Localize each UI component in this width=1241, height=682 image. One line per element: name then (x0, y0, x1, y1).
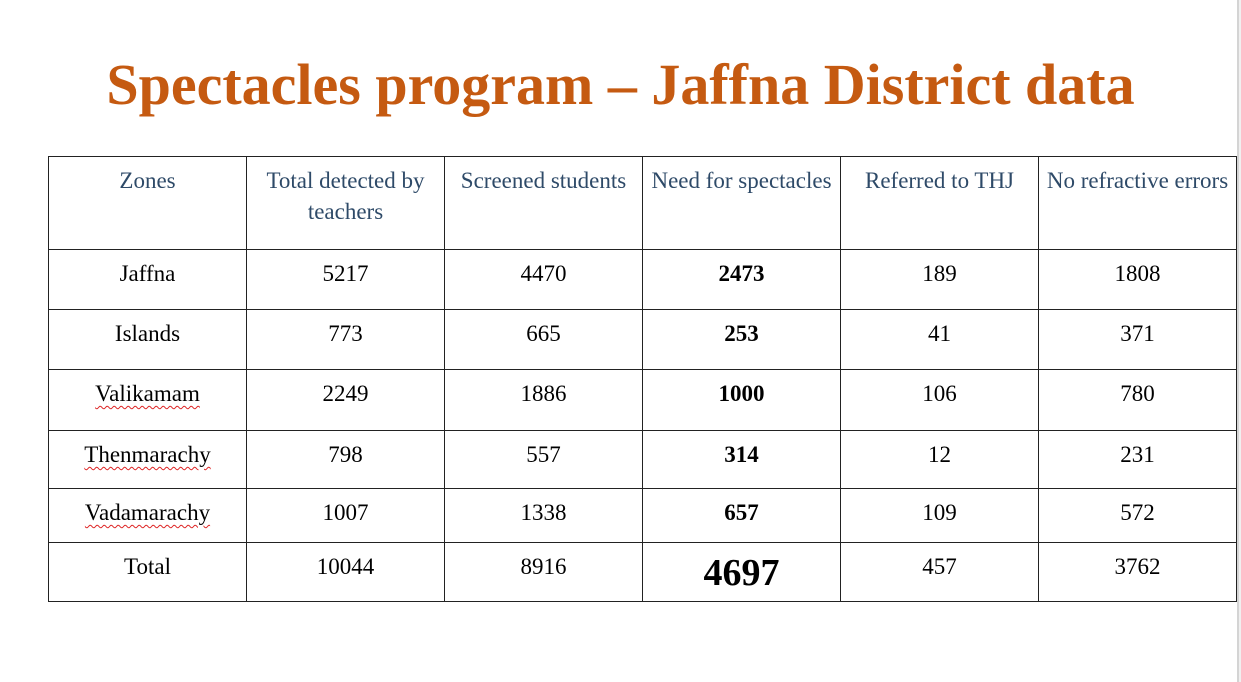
total-need-spectacles: 4697 (642, 542, 841, 602)
cell: 189 (840, 249, 1039, 310)
cell: 3762 (1038, 542, 1237, 602)
cell: 5217 (246, 249, 445, 310)
cell: 231 (1038, 430, 1237, 489)
table-row: Islands 773 665 253 41 371 (48, 309, 1237, 370)
cell: 109 (840, 488, 1039, 543)
window-edge (1237, 0, 1239, 682)
cell: 798 (246, 430, 445, 489)
zone-cell: Thenmarachy (48, 430, 247, 489)
cell: 314 (642, 430, 841, 489)
zone-cell: Islands (48, 309, 247, 370)
header-need-spectacles: Need for spectacles (642, 156, 841, 250)
header-zones: Zones (48, 156, 247, 250)
zone-cell: Vadamarachy (48, 488, 247, 543)
cell: 1886 (444, 369, 643, 431)
cell: 773 (246, 309, 445, 370)
zone-name: Vadamarachy (84, 500, 211, 525)
table-row: Thenmarachy 798 557 314 12 231 (48, 430, 1237, 489)
zone-name: Valikamam (95, 381, 200, 406)
cell: 1007 (246, 488, 445, 543)
table-total-row: Total 10044 8916 4697 457 3762 (48, 542, 1237, 602)
cell: 4470 (444, 249, 643, 310)
table-row: Vadamarachy 1007 1338 657 109 572 (48, 488, 1237, 543)
cell: 657 (642, 488, 841, 543)
cell: 1808 (1038, 249, 1237, 310)
cell: 10044 (246, 542, 445, 602)
table-header-row: Zones Total detected by teachers Screene… (48, 156, 1237, 250)
header-referred: Referred to THJ (840, 156, 1039, 250)
slide-title: Spectacles program – Jaffna District dat… (106, 52, 1135, 117)
zone-cell: Valikamam (48, 369, 247, 431)
zones-data-table: Zones Total detected by teachers Screene… (48, 156, 1237, 602)
zone-cell: Jaffna (48, 249, 247, 310)
cell: 2249 (246, 369, 445, 431)
header-no-refractive: No refractive errors (1038, 156, 1237, 250)
cell: 1000 (642, 369, 841, 431)
cell: 1338 (444, 488, 643, 543)
cell: 12 (840, 430, 1039, 489)
table-row: Jaffna 5217 4470 2473 189 1808 (48, 249, 1237, 310)
cell: 780 (1038, 369, 1237, 431)
cell: 2473 (642, 249, 841, 310)
table-row: Valikamam 2249 1886 1000 106 780 (48, 369, 1237, 431)
cell: 8916 (444, 542, 643, 602)
cell: 572 (1038, 488, 1237, 543)
cell: 253 (642, 309, 841, 370)
cell: 457 (840, 542, 1039, 602)
zone-name: Thenmarachy (84, 442, 211, 467)
cell: 665 (444, 309, 643, 370)
cell: 371 (1038, 309, 1237, 370)
cell: 106 (840, 369, 1039, 431)
zone-cell: Total (48, 542, 247, 602)
scrollbar-track[interactable] (1239, 0, 1241, 682)
cell: 557 (444, 430, 643, 489)
header-screened: Screened students (444, 156, 643, 250)
cell: 41 (840, 309, 1039, 370)
header-total-detected: Total detected by teachers (246, 156, 445, 250)
